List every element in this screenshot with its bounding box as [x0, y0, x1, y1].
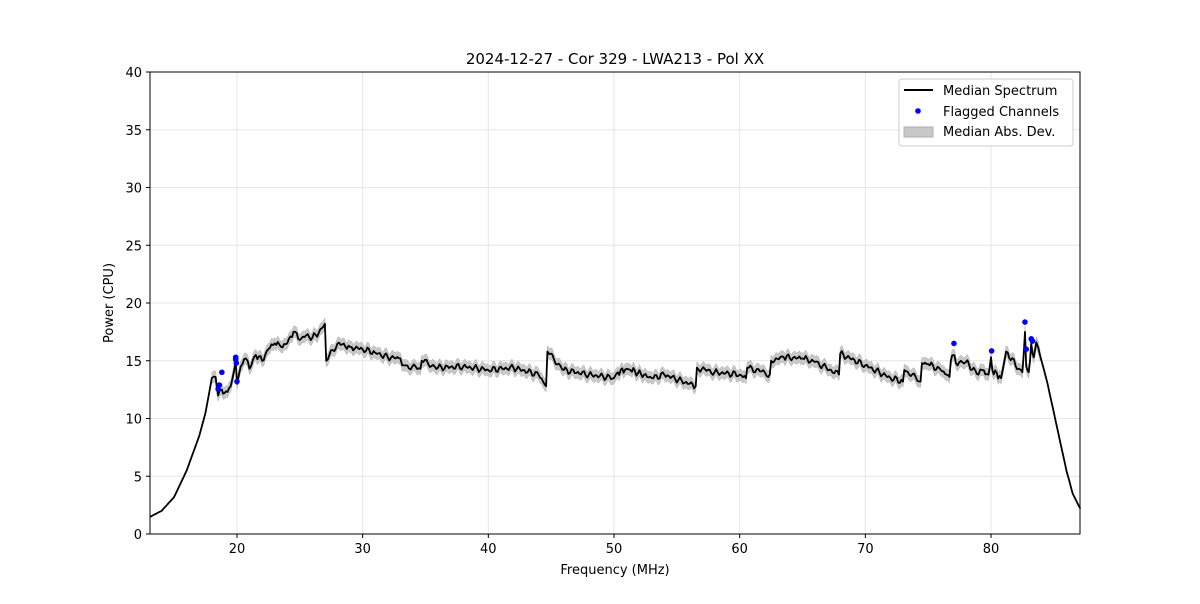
y-tick-label: 25: [125, 239, 142, 254]
flagged-channel-point: [1022, 319, 1028, 325]
y-tick-label: 5: [134, 470, 142, 485]
y-tick-label: 10: [125, 413, 142, 428]
flagged-channel-point: [234, 378, 240, 385]
x-tick-label: 30: [354, 542, 371, 557]
x-tick-label: 60: [731, 542, 748, 557]
y-axis-ticks: 0 5 10 15 20 25 30 35 40: [125, 66, 150, 543]
flagged-channel-point: [233, 360, 240, 366]
legend: Median Spectrum Flagged Channels Median …: [898, 78, 1074, 147]
flagged-channel-point: [216, 382, 223, 388]
legend-point-swatch: [915, 108, 921, 114]
legend-band-swatch: [903, 126, 934, 138]
y-tick-label: 35: [125, 124, 142, 139]
legend-flagged-channels: Flagged Channels: [943, 105, 1059, 120]
flagged-channel-point: [1029, 338, 1036, 344]
median-abs-dev-band: [211, 317, 1041, 402]
legend-median-spectrum: Median Spectrum: [943, 84, 1057, 99]
y-tick-label: 40: [125, 66, 142, 81]
median-spectrum-line: [149, 322, 1082, 518]
legend-median-abs-dev: Median Abs. Dev.: [943, 125, 1055, 140]
flagged-channel-point: [219, 369, 225, 376]
x-tick-label: 80: [983, 542, 1000, 557]
x-tick-label: 50: [606, 542, 623, 557]
chart-title: 2024-12-27 - Cor 329 - LWA213 - Pol XX: [466, 50, 764, 68]
flagged-channel-point: [1023, 346, 1030, 353]
x-tick-label: 70: [857, 542, 874, 557]
y-tick-label: 15: [125, 355, 142, 370]
x-tick-label: 40: [480, 542, 497, 557]
grid: [150, 71, 1080, 535]
x-axis-label: Frequency (MHz): [560, 563, 669, 578]
x-axis-ticks: 20 30 40 50 60 70 80: [229, 534, 1000, 557]
y-axis-label: Power (CPU): [102, 263, 117, 343]
x-tick-label: 20: [229, 542, 246, 557]
y-tick-label: 20: [125, 297, 142, 312]
flagged-channel-point: [988, 348, 995, 354]
y-tick-label: 30: [125, 182, 142, 197]
y-tick-label: 0: [134, 528, 142, 543]
flagged-channel-point: [951, 340, 957, 347]
legend-box: [898, 78, 1074, 147]
flagged-points: [215, 319, 1036, 392]
